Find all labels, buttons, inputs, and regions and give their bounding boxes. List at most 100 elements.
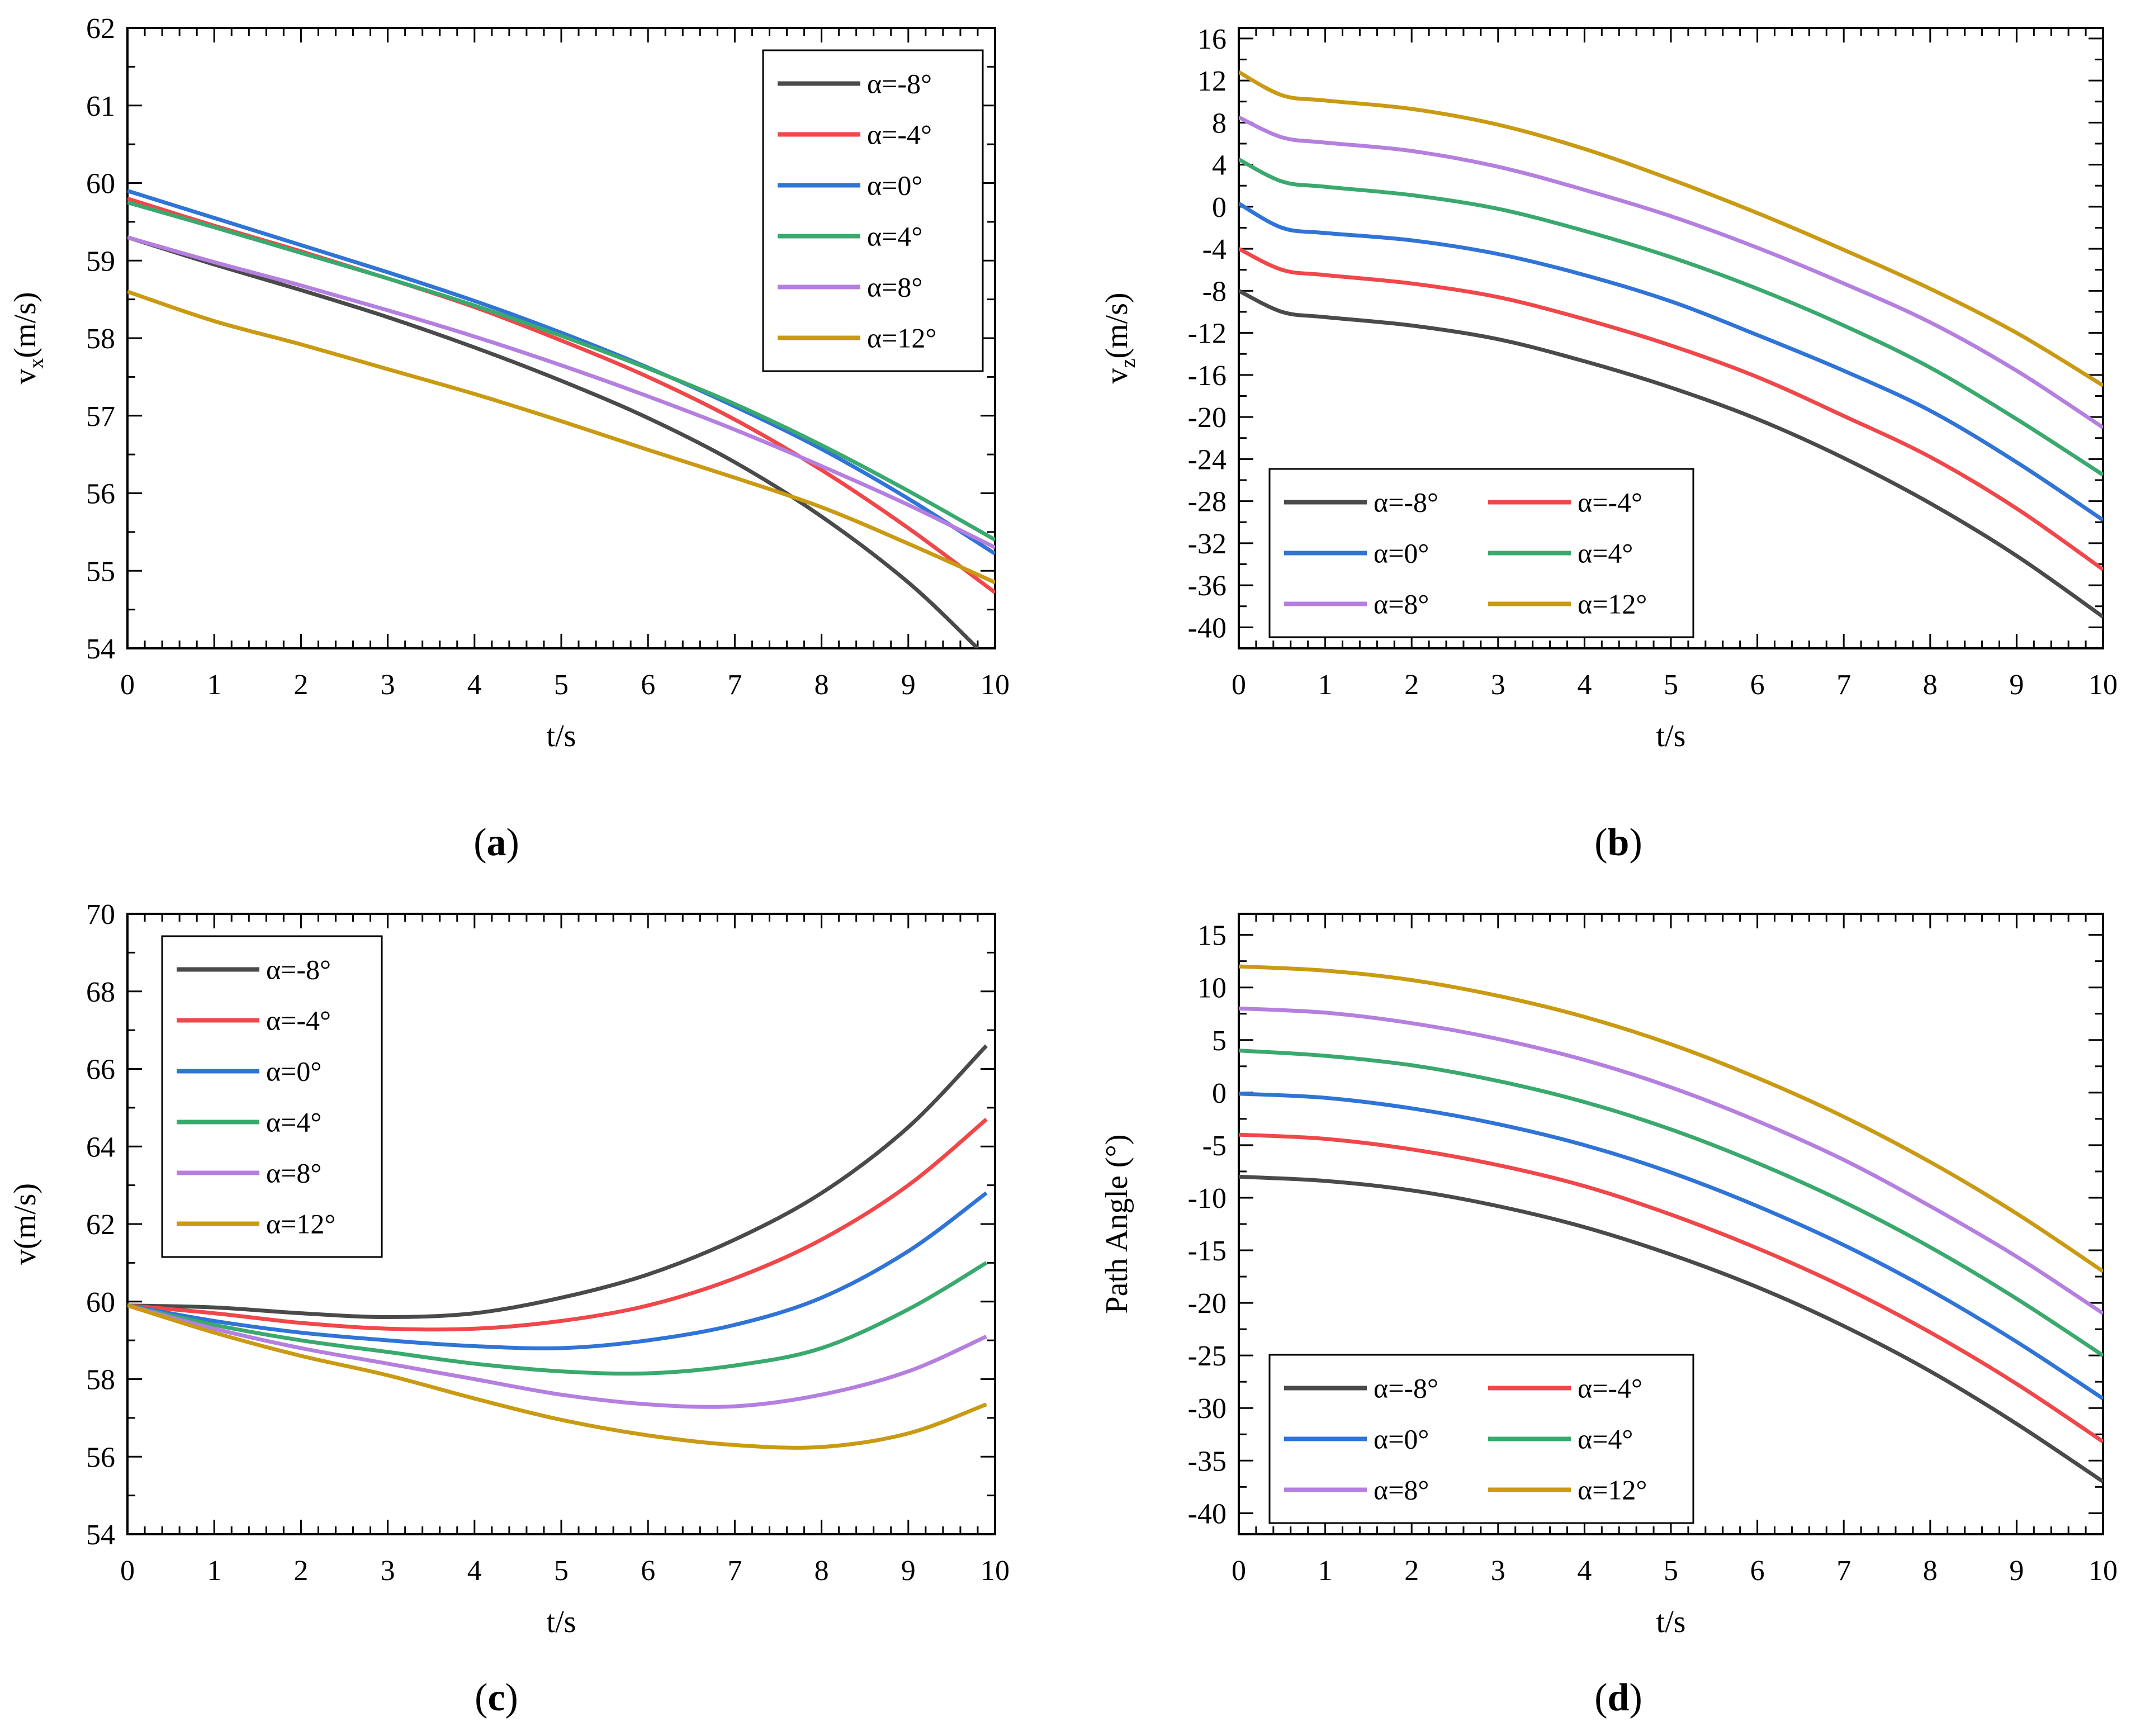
y-tick-label: 68 [86, 976, 115, 1008]
x-tick-label: 5 [1664, 1555, 1678, 1587]
x-tick-label: 2 [1404, 1555, 1419, 1587]
x-axis-label: t/s [1656, 719, 1686, 753]
x-tick-label: 7 [727, 1555, 742, 1587]
x-tick-label: 2 [293, 669, 308, 701]
y-axis-label: v(m/s) [8, 1183, 42, 1265]
series-line-4 [1239, 1006, 2103, 1315]
x-tick-label: 8 [814, 1555, 829, 1587]
y-tick-label: 58 [86, 323, 115, 355]
legend-label-0: α=-8° [266, 954, 331, 985]
x-tick-label: 9 [901, 1555, 916, 1587]
x-tick-label: 6 [641, 669, 655, 701]
x-tick-label: 4 [467, 669, 482, 701]
y-tick-label: -8 [1202, 276, 1226, 307]
y-tick-label: -20 [1188, 1288, 1226, 1320]
y-tick-label: 10 [1197, 973, 1226, 1004]
chart-panel-a: 0 1 2 3 4 5 6 7 8 9 10545556575859606162t/svx(m/s)… [8, 13, 1010, 864]
series-line-2 [1239, 202, 2103, 522]
legend-box [161, 935, 383, 1258]
y-tick-label: -35 [1188, 1445, 1226, 1477]
series-line-5 [1239, 70, 2103, 387]
y-tick-label: 8 [1212, 107, 1226, 139]
y-tick-label: -28 [1188, 486, 1226, 518]
x-tick-label: 6 [1750, 669, 1765, 701]
x-tick-label: 6 [641, 1555, 655, 1587]
legend-label-1: α=-4° [1578, 487, 1642, 518]
x-tick-label: 5 [554, 1555, 569, 1587]
legend-label-3: α=4° [1578, 1424, 1633, 1455]
y-tick-label: -24 [1188, 444, 1226, 476]
series-line-3 [1239, 158, 2103, 477]
y-tick-label: -16 [1188, 360, 1226, 392]
x-tick-label: 4 [467, 1555, 482, 1587]
legend-label-0: α=-8° [867, 68, 932, 99]
x-tick-label: 0 [1232, 669, 1246, 701]
y-axis-label: Path Angle (°) [1100, 1134, 1134, 1313]
legend-label-5: α=12° [867, 322, 936, 354]
panel-caption: (c) [475, 1676, 518, 1719]
panel-caption: (a) [473, 821, 519, 864]
series-line-4 [127, 1303, 987, 1409]
y-tick-label: -5 [1202, 1130, 1226, 1162]
y-tick-label: 0 [1212, 1078, 1226, 1109]
y-tick-label: -36 [1188, 570, 1226, 602]
legend: α=-8° α=-4° α=0° α=4° α=8° α=12° [1268, 1354, 1694, 1524]
series-line-1 [1239, 1132, 2103, 1444]
series-line-0 [127, 235, 979, 648]
x-tick-label: 2 [1404, 669, 1419, 701]
y-tick-label: 60 [86, 1287, 115, 1318]
legend-label-2: α=0° [867, 170, 922, 201]
y-tick-label: 15 [1197, 920, 1226, 952]
x-tick-label: 8 [1923, 669, 1938, 701]
y-tick-label: -25 [1188, 1340, 1226, 1372]
series-line-1 [1239, 246, 2103, 571]
x-tick-label: 4 [1577, 1555, 1592, 1587]
y-tick-label: 55 [86, 556, 115, 587]
legend-label-1: α=-4° [1578, 1373, 1642, 1404]
y-tick-label: -40 [1188, 1498, 1226, 1530]
x-tick-label: 9 [2009, 1555, 2024, 1587]
x-tick-label: 8 [814, 669, 829, 701]
legend-label-1: α=-4° [867, 119, 932, 150]
chart-panel-c: 0 1 2 3 4 5 6 7 8 9 10545658606264666870t/sv(m/s)α… [8, 899, 1010, 1719]
x-tick-label: 6 [1750, 1555, 1765, 1587]
legend-label-4: α=8° [266, 1158, 321, 1189]
y-tick-label: 0 [1212, 192, 1226, 224]
y-tick-label: -12 [1188, 318, 1226, 350]
x-tick-label: 7 [1836, 1555, 1851, 1587]
legend-label-1: α=-4° [266, 1005, 331, 1036]
y-axis-label: vz(m/s) [1100, 292, 1140, 383]
legend-box [762, 49, 984, 372]
legend-label-3: α=4° [867, 221, 922, 252]
series-line-3 [1239, 1049, 2103, 1358]
series-line-0 [127, 1044, 988, 1319]
series-line-0 [1239, 289, 2103, 619]
legend-label-2: α=0° [1374, 1424, 1429, 1455]
series-line-2 [1239, 1092, 2103, 1401]
x-tick-label: 1 [1318, 1555, 1333, 1587]
y-tick-label: 54 [86, 633, 115, 665]
legend-label-3: α=4° [1578, 538, 1633, 569]
y-tick-label: 5 [1212, 1025, 1226, 1057]
legend-label-0: α=-8° [1374, 1373, 1438, 1404]
y-tick-label: 61 [86, 91, 115, 122]
y-tick-label: 57 [86, 401, 115, 433]
y-tick-label: 60 [86, 168, 115, 200]
x-tick-label: 5 [554, 669, 569, 701]
y-tick-label: -32 [1188, 528, 1226, 560]
x-tick-label: 0 [120, 1555, 135, 1587]
series-line-3 [127, 1261, 988, 1376]
x-tick-label: 1 [207, 1555, 221, 1587]
x-axis-label: t/s [1656, 1605, 1686, 1639]
y-tick-label: -20 [1188, 402, 1226, 434]
x-tick-label: 7 [1836, 669, 1851, 701]
y-tick-label: 4 [1212, 150, 1226, 182]
x-tick-label: 10 [2089, 669, 2118, 701]
series-line-0 [1239, 1174, 2103, 1483]
y-tick-label: 66 [86, 1054, 115, 1086]
y-tick-label: 16 [1197, 23, 1226, 55]
x-tick-label: 7 [727, 669, 742, 701]
legend-label-2: α=0° [266, 1056, 321, 1087]
series-line-4 [1239, 115, 2103, 429]
series-line-1 [127, 1118, 988, 1332]
